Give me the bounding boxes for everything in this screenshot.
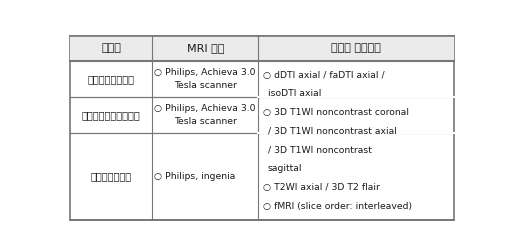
Text: / 3D T1WI noncontrast axial: / 3D T1WI noncontrast axial — [268, 127, 397, 136]
Text: ○ Philips, Achieva 3.0: ○ Philips, Achieva 3.0 — [154, 104, 256, 113]
Text: ○ T2WI axial / 3D T2 flair: ○ T2WI axial / 3D T2 flair — [263, 183, 380, 192]
Text: MRI 기종: MRI 기종 — [187, 44, 224, 53]
Text: 표준화 프로토콜: 표준화 프로토콜 — [331, 44, 381, 53]
Text: 경상대학교병원: 경상대학교병원 — [90, 172, 132, 182]
Text: / 3D T1WI noncontrast: / 3D T1WI noncontrast — [268, 146, 372, 154]
Text: ○ Philips, ingenia: ○ Philips, ingenia — [154, 172, 236, 181]
Text: 원주세브란스기독병원: 원주세브란스기독병원 — [82, 110, 141, 120]
Text: ○ dDTI axial / faDTI axial /: ○ dDTI axial / faDTI axial / — [263, 71, 384, 80]
Bar — [70, 36, 454, 61]
Text: Tesla scanner: Tesla scanner — [174, 81, 237, 90]
Text: 신촌세브란스병원: 신촌세브란스병원 — [87, 74, 134, 84]
Text: ○ Philips, Achieva 3.0: ○ Philips, Achieva 3.0 — [154, 68, 256, 77]
Text: Tesla scanner: Tesla scanner — [174, 117, 237, 125]
Text: ○ 3D T1WI noncontrast coronal: ○ 3D T1WI noncontrast coronal — [263, 108, 409, 117]
Text: isoDTI axial: isoDTI axial — [268, 89, 321, 98]
Text: 센터명: 센터명 — [101, 44, 121, 53]
Text: sagittal: sagittal — [268, 164, 303, 173]
Text: ○ fMRI (slice order: interleaved): ○ fMRI (slice order: interleaved) — [263, 202, 412, 211]
